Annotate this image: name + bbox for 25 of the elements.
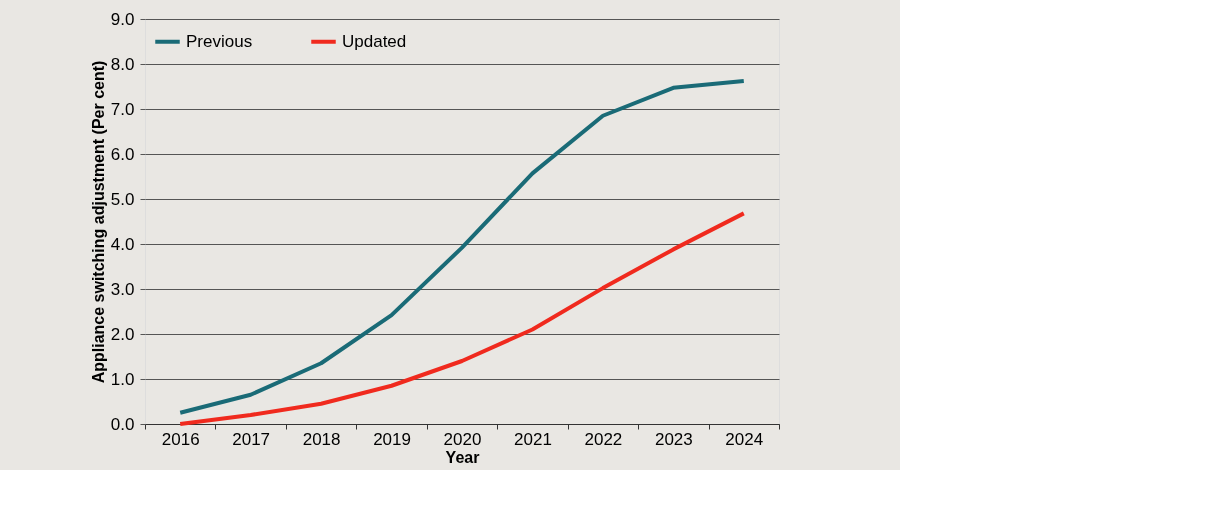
y-tick-label: 2.0: [110, 324, 135, 344]
y-tick-label: 0.0: [110, 414, 135, 434]
y-tick-label: 1.0: [110, 369, 135, 389]
legend-label: Previous: [186, 31, 253, 51]
x-tick-label: 2021: [514, 429, 552, 449]
x-tick-label: 2023: [654, 429, 693, 449]
y-axis-title: Appliance switching adjustment (Per cent): [89, 60, 107, 384]
y-tick-label: 4.0: [110, 234, 135, 254]
y-tick-label: 6.0: [110, 144, 135, 164]
y-tick-label: 8.0: [110, 54, 135, 74]
legend-label: Updated: [342, 31, 407, 51]
x-tick-label: 2017: [232, 429, 271, 449]
x-axis-title: Year: [445, 448, 480, 466]
y-tick-label: 5.0: [110, 189, 135, 209]
x-tick-label: 2019: [373, 429, 411, 449]
y-tick-label: 3.0: [110, 279, 135, 299]
x-tick-label: 2022: [584, 429, 623, 449]
y-tick-label: 9.0: [110, 9, 135, 29]
x-tick-label: 2020: [443, 429, 482, 449]
y-tick-label: 7.0: [110, 99, 135, 119]
x-tick-label: 2016: [161, 429, 200, 449]
line-series: [178, 79, 746, 415]
line-series: [178, 211, 746, 426]
x-tick-label: 2018: [302, 429, 341, 449]
x-tick-label: 2024: [725, 429, 764, 449]
